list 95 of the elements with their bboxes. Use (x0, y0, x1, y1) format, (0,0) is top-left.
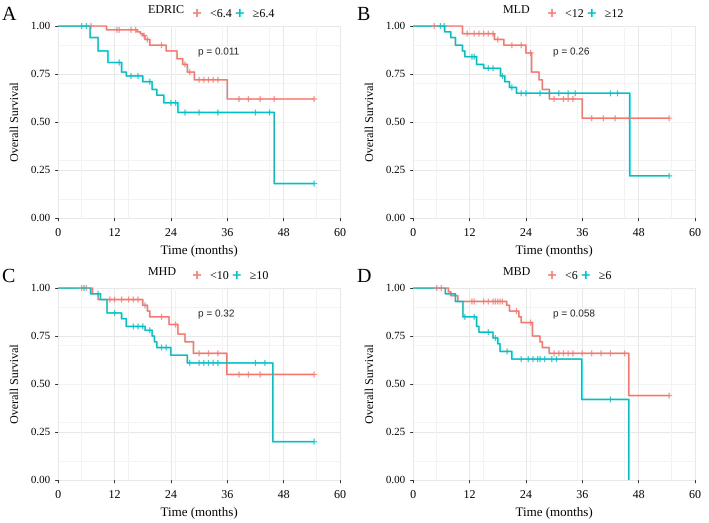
point (565, 96, 572, 102)
x-axis-title: Time (months) (160, 242, 238, 257)
x-tick-label: 60 (689, 487, 701, 502)
legend-title: EDRIC (148, 2, 184, 16)
x-tick-label: 24 (520, 225, 532, 240)
legend-title: MBD (503, 264, 531, 278)
point (666, 392, 672, 399)
chart-title: B (357, 3, 370, 25)
point (525, 356, 532, 362)
x-tick-label: 48 (632, 487, 645, 502)
y-tick-label: 0.00 (386, 474, 406, 486)
point (518, 356, 524, 362)
annotation: p = 0.058 (553, 308, 596, 320)
point (431, 23, 438, 29)
y-axis-title: Overall Survival (362, 344, 376, 424)
y-tick-label: 0.25 (30, 164, 51, 176)
legend-label: <6 (565, 268, 578, 282)
point (311, 180, 318, 187)
x-axis-title: Time (months) (515, 242, 593, 257)
y-axis-title: Overall Survival (7, 82, 21, 162)
point (142, 302, 148, 308)
point (186, 69, 193, 76)
y-tick-label: 1.00 (30, 282, 51, 294)
x-axis-title: Time (months) (515, 504, 593, 519)
y-tick-label: 0.50 (30, 378, 51, 390)
x-tick-label: 36 (576, 225, 588, 240)
legend-label: ≥6 (598, 268, 612, 282)
point (508, 84, 515, 90)
point (311, 96, 318, 102)
y-tick-label: 0.50 (386, 378, 406, 390)
legend-label: ≥10 (250, 268, 268, 282)
point (262, 360, 268, 366)
y-tick-label: 0.00 (386, 212, 406, 224)
chart-title: C (2, 265, 16, 287)
x-tick-label: 60 (689, 225, 701, 240)
x-tick-label: 24 (164, 487, 177, 502)
point (186, 360, 193, 366)
y-tick-label: 0.75 (30, 330, 51, 342)
y-tick-label: 0.75 (386, 330, 406, 342)
x-tick-label: 24 (520, 487, 532, 502)
y-tick-label: 0.25 (386, 164, 406, 176)
x-tick-label: 36 (576, 487, 588, 502)
point (140, 323, 146, 330)
x-tick-label: 48 (278, 225, 290, 240)
x-tick-label: 12 (464, 225, 476, 240)
legend-label: ≥6.4 (252, 6, 274, 20)
x-tick-label: 36 (221, 225, 234, 240)
x-tick-label: 12 (108, 225, 121, 240)
x-tick-label: 12 (464, 487, 476, 502)
point (542, 356, 548, 362)
point (116, 60, 122, 66)
annotation: p = 0.011 (198, 46, 240, 58)
legend-label: <10 (210, 268, 229, 282)
y-tick-label: 0.00 (30, 212, 51, 224)
y-tick-label: 0.25 (386, 426, 406, 438)
point (210, 360, 216, 366)
y-axis-title: Overall Survival (362, 82, 376, 162)
x-tick-label: 48 (278, 487, 290, 502)
legend-title: MLD (503, 2, 530, 16)
chart-title: D (357, 265, 372, 287)
x-tick-label: 0 (410, 487, 416, 502)
y-tick-label: 1.00 (386, 20, 406, 32)
x-axis-title: Time (months) (160, 504, 238, 519)
x-tick-label: 12 (108, 487, 121, 502)
x-tick-label: 24 (164, 225, 177, 240)
y-tick-label: 0.50 (30, 116, 51, 128)
y-axis-title: Overall Survival (7, 344, 21, 424)
y-tick-label: 0.50 (386, 116, 406, 128)
x-tick-label: 36 (221, 487, 234, 502)
x-tick-label: 0 (55, 225, 62, 240)
chart-title: A (2, 3, 17, 25)
legend-label: <12 (565, 6, 584, 20)
point (163, 344, 170, 351)
point (83, 23, 90, 29)
y-tick-label: 0.75 (386, 68, 406, 80)
y-tick-label: 0.25 (30, 426, 51, 438)
point (548, 356, 555, 362)
point (271, 96, 278, 102)
x-tick-label: 48 (632, 225, 645, 240)
y-tick-label: 0.75 (30, 68, 51, 80)
y-tick-label: 1.00 (386, 282, 406, 294)
y-tick-label: 1.00 (30, 20, 51, 32)
annotation: p = 0.32 (198, 308, 235, 320)
y-tick-label: 0.00 (30, 474, 51, 486)
point (311, 371, 318, 378)
annotation: p = 0.26 (553, 46, 590, 58)
legend-label: ≥12 (604, 6, 624, 20)
x-tick-label: 0 (410, 225, 416, 240)
legend-title: MHD (148, 264, 176, 278)
x-tick-label: 60 (334, 225, 346, 240)
point (441, 23, 448, 29)
x-tick-label: 60 (334, 487, 346, 502)
legend-label: <6.4 (210, 6, 232, 20)
point (438, 285, 444, 291)
x-tick-label: 0 (55, 487, 62, 502)
